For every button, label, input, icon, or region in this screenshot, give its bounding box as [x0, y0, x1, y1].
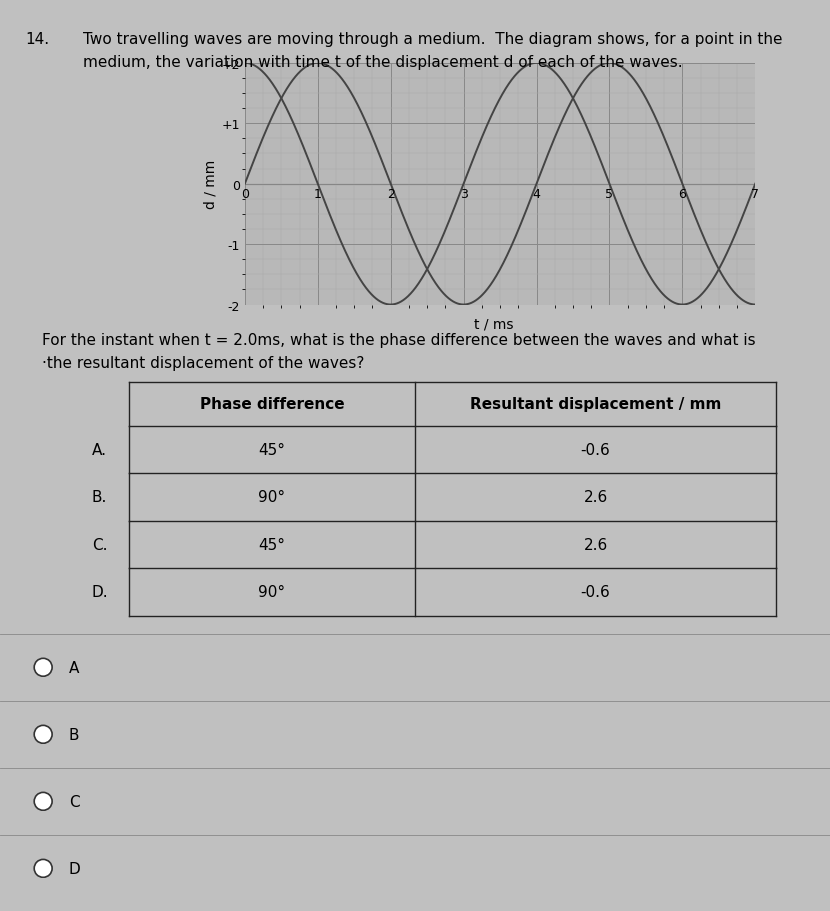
Text: C.: C. [92, 537, 107, 552]
Text: B: B [69, 727, 80, 742]
Text: 6: 6 [678, 188, 686, 200]
Text: medium, the variation with time t of the displacement d of each of the waves.: medium, the variation with time t of the… [83, 55, 682, 69]
Text: Phase difference: Phase difference [199, 397, 344, 412]
Text: t / ms: t / ms [474, 317, 514, 331]
Text: For the instant when t = 2.0ms, what is the phase difference between the waves a: For the instant when t = 2.0ms, what is … [42, 333, 755, 347]
Circle shape [34, 859, 52, 877]
Text: D.: D. [91, 585, 108, 599]
Circle shape [34, 793, 52, 811]
Text: 1: 1 [314, 188, 322, 200]
Text: 14.: 14. [25, 32, 49, 46]
Text: 2.6: 2.6 [583, 537, 608, 552]
Text: ·the resultant displacement of the waves?: ·the resultant displacement of the waves… [42, 355, 364, 370]
Text: D: D [69, 861, 81, 875]
Text: 5: 5 [605, 188, 613, 200]
Circle shape [34, 659, 52, 677]
Text: A.: A. [92, 443, 107, 457]
Text: 45°: 45° [258, 443, 286, 457]
Text: 2: 2 [387, 188, 394, 200]
Text: Two travelling waves are moving through a medium.  The diagram shows, for a poin: Two travelling waves are moving through … [83, 32, 783, 46]
Text: 45°: 45° [258, 537, 286, 552]
Text: 90°: 90° [258, 585, 286, 599]
Text: 3: 3 [460, 188, 467, 200]
Text: 4: 4 [533, 188, 540, 200]
Text: -0.6: -0.6 [581, 585, 610, 599]
Text: B.: B. [92, 490, 107, 505]
Y-axis label: d / mm: d / mm [203, 159, 217, 210]
Circle shape [34, 725, 52, 743]
Text: A: A [69, 660, 80, 675]
Text: 0: 0 [241, 188, 249, 200]
Text: Resultant displacement / mm: Resultant displacement / mm [470, 397, 721, 412]
Text: 2.6: 2.6 [583, 490, 608, 505]
Text: 7: 7 [751, 188, 759, 200]
Text: C: C [69, 794, 80, 809]
Text: 90°: 90° [258, 490, 286, 505]
Text: -0.6: -0.6 [581, 443, 610, 457]
